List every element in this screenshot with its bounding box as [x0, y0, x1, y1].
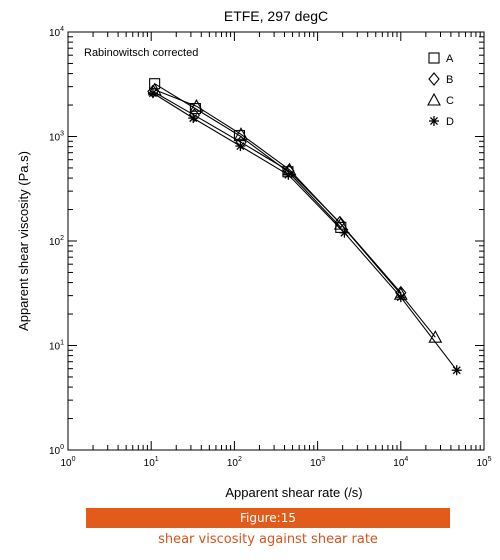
figure-caption: shear viscosity against shear rate — [158, 532, 378, 547]
y-tick-label: 103 — [49, 131, 64, 144]
x-tick-label: 103 — [310, 456, 325, 469]
legend-d-label: D — [446, 116, 454, 128]
asterisk-stroke — [396, 293, 405, 302]
series-d-point — [395, 292, 406, 303]
series-c-point — [189, 99, 204, 112]
series-c-point — [234, 127, 248, 140]
axis-ticks — [67, 32, 484, 451]
series-d-point — [147, 88, 158, 99]
y-axis-label: Apparent shear viscosity (Pa.s) — [16, 151, 31, 331]
legend-d-marker — [429, 116, 439, 126]
legend-b-label: B — [446, 74, 453, 86]
series-markers — [147, 78, 462, 376]
asterisk-stroke — [148, 89, 157, 98]
plot-frame — [67, 31, 485, 451]
figure-label: Figure:15 — [86, 508, 450, 528]
asterisk-stroke — [236, 142, 245, 151]
y-tick-label: 101 — [49, 340, 64, 353]
series-d-point — [451, 365, 462, 376]
y-tick-label: 102 — [49, 235, 64, 248]
series-d-line — [152, 92, 458, 371]
series-b-point — [188, 108, 201, 123]
asterisk-stroke — [452, 366, 461, 375]
legend-c-marker — [427, 92, 441, 106]
x-tick-label: 104 — [393, 456, 408, 469]
series-d-point — [188, 113, 199, 124]
axis-tick-labels: 100 101 102 103 104 105 100 101 102 103 104 — [49, 26, 492, 469]
series-a-line — [154, 83, 342, 228]
chart-annotation: Rabinowitsch corrected — [84, 47, 198, 59]
legend-c-label: C — [446, 95, 454, 107]
series-lines — [152, 83, 458, 371]
x-tick-label: 100 — [60, 456, 75, 469]
legend-a-marker — [428, 52, 440, 64]
series-c-point — [428, 330, 443, 343]
x-tick-label: 101 — [144, 456, 159, 469]
asterisk-stroke — [340, 228, 349, 237]
series-d-point — [235, 141, 246, 152]
y-tick-label: 100 — [49, 444, 64, 457]
asterisk-stroke — [430, 117, 438, 125]
y-tick-label: 104 — [49, 26, 64, 39]
x-axis-label: Apparent shear rate (/s) — [225, 485, 362, 500]
legend-b-marker — [428, 72, 440, 86]
asterisk-stroke — [284, 170, 293, 179]
series-a-point — [149, 78, 161, 90]
x-tick-label: 102 — [227, 456, 242, 469]
asterisk-stroke — [189, 114, 198, 123]
series-c-line — [154, 89, 436, 338]
series-d-point — [283, 169, 294, 180]
series-d-point — [339, 227, 350, 238]
legend-a-label: A — [446, 53, 454, 65]
chart-title: ETFE, 297 degC — [224, 8, 328, 24]
series-c-point — [333, 216, 348, 230]
x-tick-label: 105 — [476, 456, 491, 469]
viscosity-chart: ETFE, 297 degC Rabinowitsch corrected Ap… — [16, 8, 492, 500]
